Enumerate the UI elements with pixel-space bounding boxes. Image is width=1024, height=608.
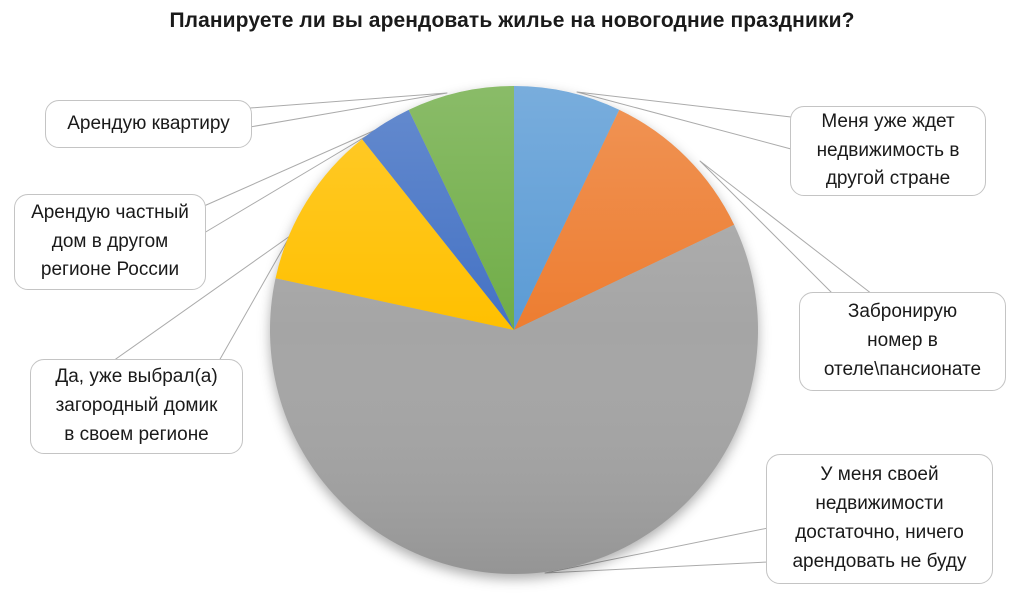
callout-own-real-estate: У меня своей недвижимости достаточно, ни… bbox=[766, 454, 993, 584]
callout-rent-apartment: Арендую квартиру bbox=[45, 100, 252, 148]
callout-country-house-own-region: Да, уже выбрал(а) загородный домик в сво… bbox=[30, 359, 243, 454]
callout-private-house-other-region: Арендую частный дом в другом регионе Рос… bbox=[14, 194, 206, 290]
callout-hotel-room: Забронирую номер в отеле\пансионате bbox=[799, 292, 1006, 391]
pie-sheen-overlay bbox=[270, 86, 758, 574]
callout-real-estate-abroad: Меня уже ждет недвижимость в другой стра… bbox=[790, 106, 986, 196]
chart-title: Планируете ли вы арендовать жилье на нов… bbox=[169, 9, 855, 32]
callout-leader-lines bbox=[112, 91, 873, 574]
pie bbox=[270, 86, 758, 574]
